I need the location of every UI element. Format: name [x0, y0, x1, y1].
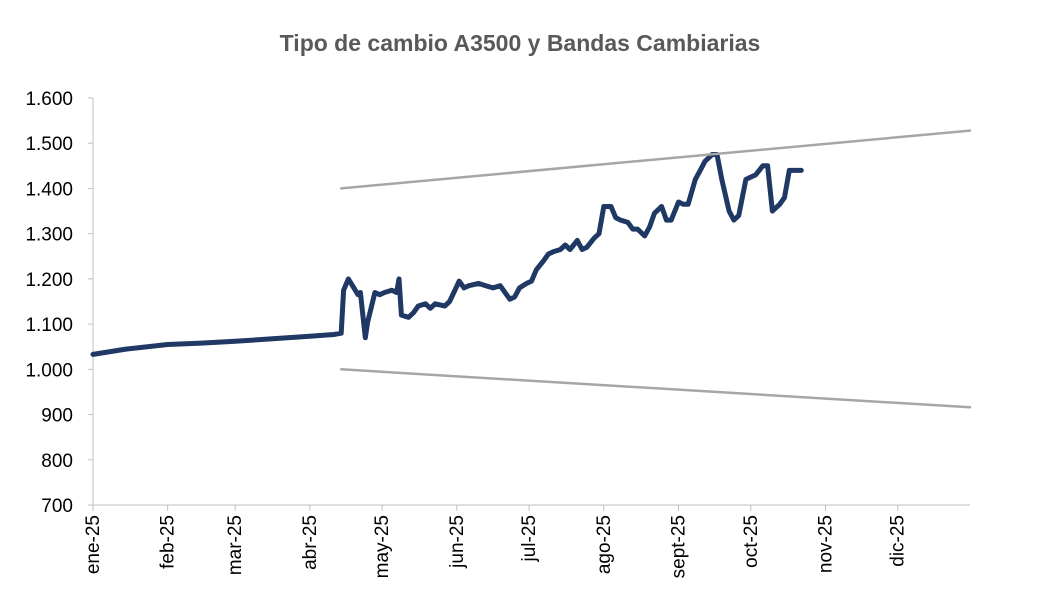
x-tick-label: may-25: [372, 515, 393, 578]
x-tick-label: nov-25: [815, 515, 836, 573]
series-layer: [90, 129, 972, 409]
x-tick-label: oct-25: [741, 515, 762, 568]
x-tick-label: ago-25: [594, 515, 615, 574]
series-line-upper-band: [339, 129, 972, 190]
y-tick-label: 800: [41, 451, 73, 472]
y-tick-label: 1.100: [25, 315, 73, 336]
y-tick-label: 1.000: [25, 360, 73, 381]
x-tick-label: sept-25: [668, 515, 689, 578]
x-tick-label: jun-25: [447, 515, 468, 569]
y-tick-label: 1.400: [25, 179, 73, 200]
x-tick-label: jul-25: [519, 515, 540, 562]
axes: [92, 98, 970, 506]
x-axis-ticks: ene-25 feb-25 mar-25 abr-25 may-25 jun-25 jul-…: [83, 505, 909, 578]
y-tick-label: 700: [41, 496, 73, 517]
x-tick-label: dic-25: [888, 515, 909, 567]
x-tick-label: ene-25: [83, 515, 104, 574]
x-tick-label: mar-25: [225, 515, 246, 575]
series-line-lower-band: [339, 368, 972, 409]
y-tick-label: 1.600: [25, 89, 73, 110]
y-axis-ticks: 700 800 900 1.000 1.100 1.200 1.300 1.400 1.500 1…: [25, 89, 93, 517]
y-tick-label: 1.200: [25, 270, 73, 291]
y-tick-label: 1.500: [25, 134, 73, 155]
y-tick-label: 1.300: [25, 225, 73, 246]
x-tick-label: feb-25: [158, 515, 179, 569]
series-line-a3500: [90, 152, 804, 357]
x-tick-label: abr-25: [300, 515, 321, 570]
chart-title: Tipo de cambio A3500 y Bandas Cambiarias: [279, 30, 761, 56]
y-tick-label: 900: [41, 406, 73, 427]
